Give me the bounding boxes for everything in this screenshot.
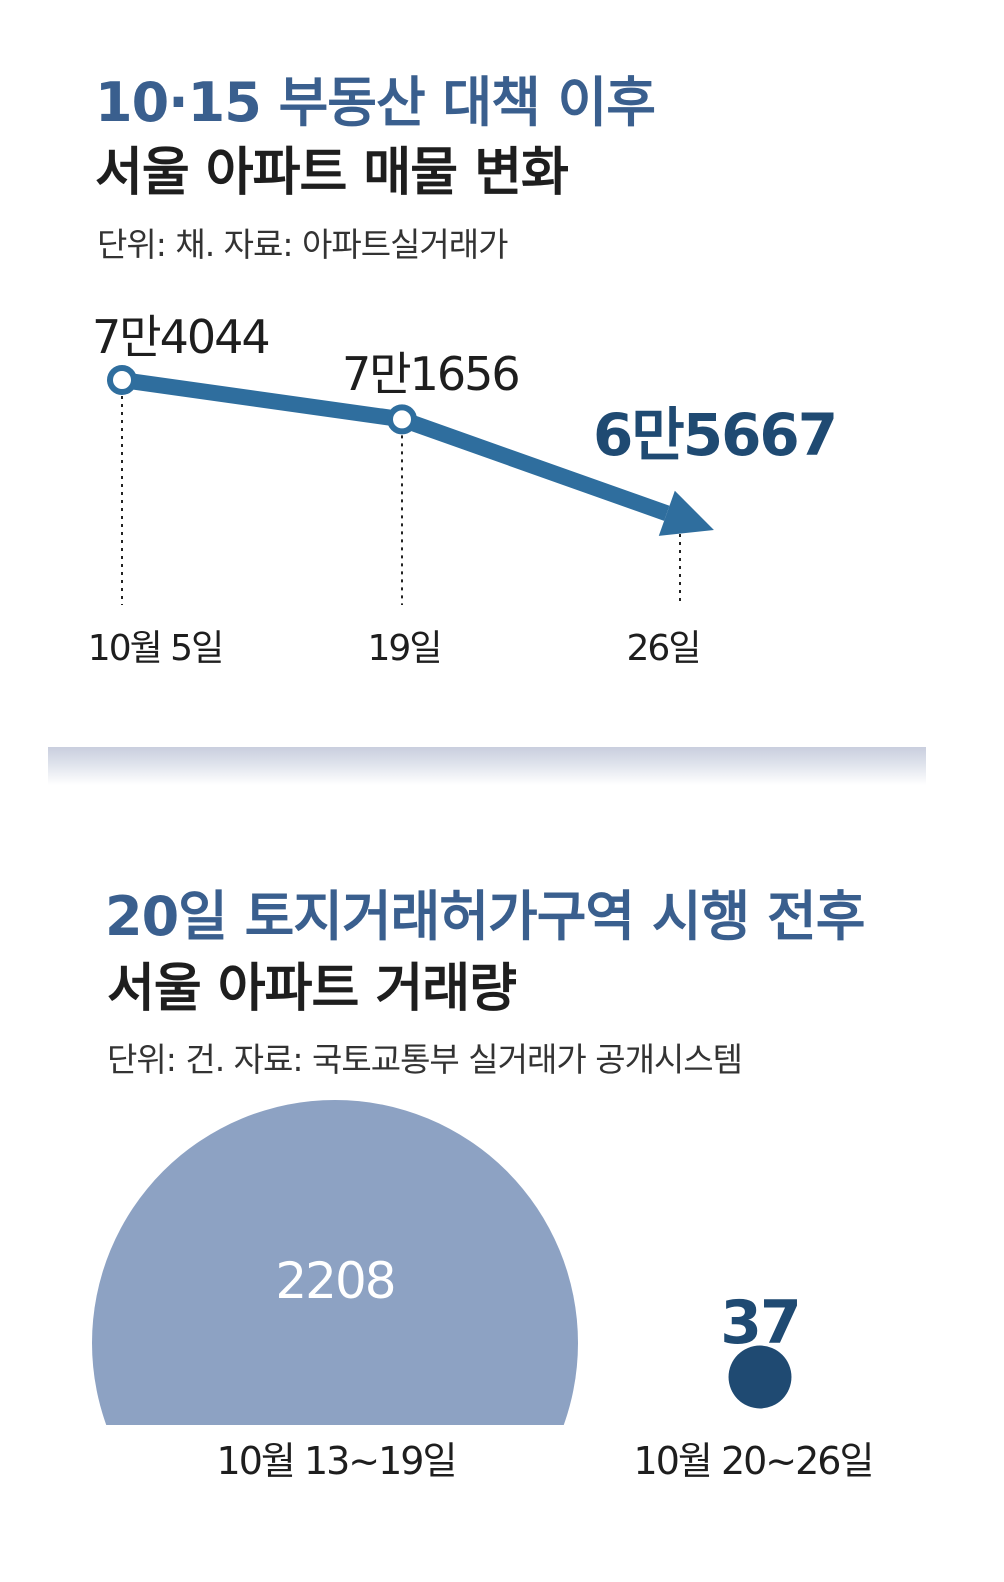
chart2-unit-source: 단위: 건. 자료: 국토교통부 실거래가 공개시스템	[107, 1040, 743, 1079]
value-label: 2208	[275, 1252, 394, 1310]
data-point	[107, 365, 137, 395]
x-tick-label: 26일	[627, 628, 700, 669]
value-label: 7만1656	[342, 347, 519, 401]
chart2-title-line1: 20일 토지거래허가구역 시행 전후	[105, 885, 865, 948]
chart2-title-line2: 서울 아파트 거래량	[107, 959, 517, 1019]
value-label: 7만4044	[92, 310, 269, 364]
bubble-mark	[728, 1345, 792, 1409]
bubble-mark	[92, 1100, 578, 1425]
data-point	[387, 404, 417, 435]
x-tick-label: 10월 5일	[88, 628, 222, 669]
chart1-title-line1: 10·15 부동산 대책 이후	[95, 71, 656, 134]
chart1-title-line2: 서울 아파트 매물 변화	[95, 143, 569, 203]
x-tick-label: 19일	[368, 628, 441, 669]
section-divider	[48, 747, 926, 785]
chart1-unit-source: 단위: 채. 자료: 아파트실거래가	[97, 225, 509, 264]
category-label: 10월 13~19일	[217, 1439, 456, 1483]
arrow-head	[658, 490, 714, 536]
category-label: 10월 20~26일	[634, 1439, 873, 1483]
line-chart: 7만4044 7만1656 6만5667 10월 5일 19일 26일	[88, 310, 838, 669]
value-label: 6만5667	[593, 401, 836, 469]
value-label: 37	[720, 1288, 800, 1358]
